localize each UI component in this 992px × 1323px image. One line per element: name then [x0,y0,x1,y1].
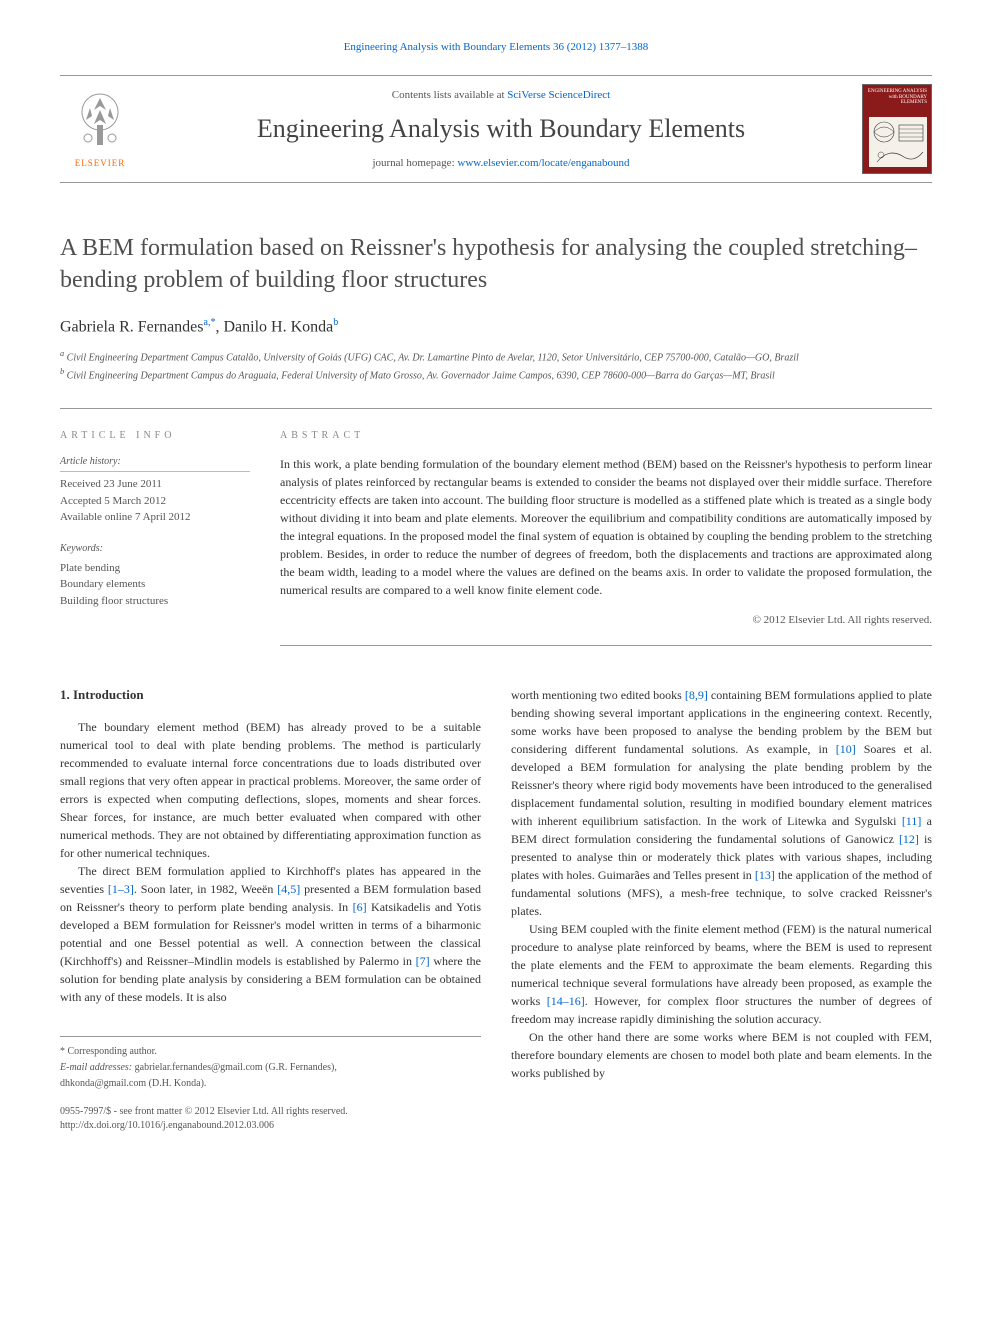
history-accepted: Accepted 5 March 2012 [60,493,250,510]
email-2[interactable]: dhkonda@gmail.com (D.H. Konda). [60,1077,481,1091]
affiliations: a Civil Engineering Department Campus Ca… [60,348,932,383]
right-column: worth mentioning two edited books [8,9] … [511,686,932,1133]
homepage-prefix: journal homepage: [372,157,457,169]
paragraph-3: worth mentioning two edited books [8,9] … [511,686,932,920]
author-1[interactable]: Gabriela R. Fernandes [60,318,204,335]
cover-label: ENGINEERING ANALYSIS with BOUNDARY ELEME… [863,89,927,106]
left-column: 1. Introduction The boundary element met… [60,686,481,1133]
bottom-meta: 0955-7997/$ - see front matter © 2012 El… [60,1105,481,1133]
author-1-sup: a,* [204,317,216,328]
history-label: Article history: [60,455,250,472]
email-1[interactable]: gabrielar.fernandes@gmail.com (G.R. Fern… [132,1062,337,1073]
cite-10[interactable]: [10] [836,742,856,756]
cite-4-5[interactable]: [4,5] [277,882,300,896]
keywords-label: Keywords: [60,542,250,556]
masthead-center: Contents lists available at SciVerse Sci… [140,88,862,171]
affiliation-b: b Civil Engineering Department Campus do… [60,366,932,383]
abstract-heading: abstract [280,429,932,443]
journal-name: Engineering Analysis with Boundary Eleme… [140,111,862,147]
author-2-sup: b [333,317,338,328]
homepage-text: journal homepage: www.elsevier.com/locat… [140,156,862,171]
paragraph-1: The boundary element method (BEM) has al… [60,718,481,862]
affiliation-a: a Civil Engineering Department Campus Ca… [60,348,932,365]
contents-available-text: Contents lists available at SciVerse Sci… [140,88,862,103]
elsevier-label: ELSEVIER [60,157,140,170]
article-title: A BEM formulation based on Reissner's hy… [60,233,932,295]
elsevier-tree-icon [70,90,130,150]
cite-11[interactable]: [11] [902,814,922,828]
doi-line[interactable]: http://dx.doi.org/10.1016/j.enganabound.… [60,1119,481,1133]
article-info: article info Article history: Received 2… [60,429,280,645]
cite-8-9[interactable]: [8,9] [685,688,708,702]
footnotes: * Corresponding author. E-mail addresses… [60,1036,481,1091]
body-columns: 1. Introduction The boundary element met… [60,686,932,1133]
abstract-copyright: © 2012 Elsevier Ltd. All rights reserved… [280,613,932,628]
contents-prefix: Contents lists available at [392,89,507,101]
corresponding-author-note: * Corresponding author. [60,1045,481,1059]
homepage-link[interactable]: www.elsevier.com/locate/enganabound [457,157,629,169]
cite-1-3[interactable]: [1–3] [108,882,134,896]
masthead: ELSEVIER Contents lists available at Sci… [60,75,932,183]
article-info-heading: article info [60,429,250,443]
abstract-column: abstract In this work, a plate bending f… [280,429,932,645]
cite-14-16[interactable]: [14–16] [547,994,585,1008]
cite-13[interactable]: [13] [755,868,775,882]
elsevier-logo[interactable]: ELSEVIER [60,90,140,170]
authors: Gabriela R. Fernandesa,*, Danilo H. Kond… [60,316,932,339]
email-addresses: E-mail addresses: gabrielar.fernandes@gm… [60,1061,481,1075]
keyword-3: Building floor structures [60,593,250,610]
cite-12[interactable]: [12] [899,832,919,846]
journal-citation-link[interactable]: Engineering Analysis with Boundary Eleme… [60,40,932,55]
cover-graphic [869,117,927,167]
abstract-text: In this work, a plate bending formulatio… [280,455,932,599]
history-received: Received 23 June 2011 [60,476,250,493]
issn-line: 0955-7997/$ - see front matter © 2012 El… [60,1105,481,1119]
history-online: Available online 7 April 2012 [60,509,250,526]
author-2[interactable]: , Danilo H. Konda [215,318,333,335]
keyword-2: Boundary elements [60,576,250,593]
keyword-1: Plate bending [60,560,250,577]
cite-6[interactable]: [6] [353,900,367,914]
paragraph-5: On the other hand there are some works w… [511,1028,932,1082]
info-abstract-row: article info Article history: Received 2… [60,408,932,645]
email-label: E-mail addresses: [60,1062,132,1073]
paragraph-4: Using BEM coupled with the finite elemen… [511,920,932,1028]
paragraph-2: The direct BEM formulation applied to Ki… [60,862,481,1006]
sciencedirect-link[interactable]: SciVerse ScienceDirect [507,89,610,101]
cite-7[interactable]: [7] [416,954,430,968]
section-1-heading: 1. Introduction [60,686,481,704]
journal-cover-thumbnail[interactable]: ENGINEERING ANALYSIS with BOUNDARY ELEME… [862,84,932,174]
